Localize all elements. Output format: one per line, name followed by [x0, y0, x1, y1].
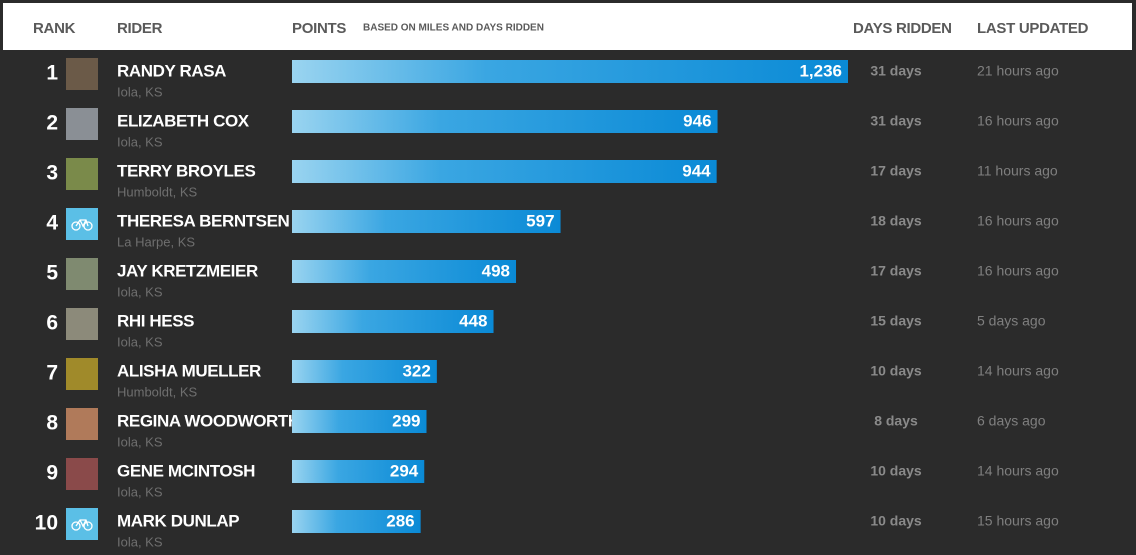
rider-name[interactable]: MARK DUNLAP — [117, 511, 240, 530]
bike-icon — [71, 221, 81, 231]
days-ridden: 10 days — [870, 513, 922, 529]
bike-icon — [71, 521, 81, 531]
rank: 1 — [46, 62, 58, 85]
rider-name[interactable]: TERRY BROYLES — [117, 161, 256, 180]
rider-location: Iola, KS — [117, 534, 163, 549]
days-ridden: 18 days — [870, 213, 922, 229]
points-bar — [292, 260, 517, 283]
points-label: 286 — [386, 511, 414, 530]
last-updated: 6 days ago — [977, 413, 1046, 429]
days-ridden: 10 days — [870, 463, 922, 479]
rider-name[interactable]: GENE MCINTOSH — [117, 461, 256, 480]
points-label: 448 — [459, 311, 487, 330]
rank: 9 — [46, 462, 58, 485]
points-bar — [292, 360, 437, 383]
avatar[interactable] — [66, 108, 98, 140]
points-bar — [292, 310, 494, 333]
rider-location: Humboldt, KS — [117, 384, 198, 399]
rank: 3 — [46, 162, 58, 185]
days-ridden: 17 days — [870, 163, 922, 179]
days-ridden: 10 days — [870, 363, 922, 379]
avatar[interactable] — [66, 158, 98, 190]
last-updated: 11 hours ago — [977, 163, 1058, 179]
avatar[interactable] — [66, 408, 98, 440]
rank: 10 — [35, 512, 58, 535]
rider-location: Iola, KS — [117, 134, 163, 149]
last-updated: 14 hours ago — [977, 463, 1059, 479]
rider-location: Iola, KS — [117, 334, 163, 349]
avatar[interactable] — [66, 308, 98, 340]
points-bar — [292, 460, 425, 483]
days-ridden: 31 days — [870, 63, 922, 79]
points-label: 322 — [402, 361, 430, 380]
rank: 7 — [46, 362, 58, 385]
last-updated: 14 hours ago — [977, 363, 1059, 379]
rider-name[interactable]: ELIZABETH COX — [117, 111, 250, 130]
days-ridden: 15 days — [870, 313, 922, 329]
bike-icon — [83, 521, 93, 531]
points-label: 944 — [682, 161, 711, 180]
days-header[interactable]: DAYS RIDDEN — [853, 20, 952, 37]
days-ridden: 31 days — [870, 113, 922, 129]
rows: 1 RANDY RASA Iola, KS 1,236 31 days 21 hours … — [35, 58, 1059, 549]
rider-location: Iola, KS — [117, 284, 163, 299]
points-header[interactable]: POINTS — [292, 20, 347, 37]
bike-icon — [75, 219, 89, 228]
bike-icon — [75, 519, 89, 528]
points-note: BASED ON MILES AND DAYS RIDDEN — [363, 23, 544, 34]
header-bar — [3, 3, 1132, 50]
last-updated: 16 hours ago — [977, 263, 1059, 279]
avatar[interactable] — [66, 258, 98, 290]
rider-header[interactable]: RIDER — [117, 20, 163, 37]
points-label: 498 — [482, 261, 510, 280]
avatar[interactable] — [66, 458, 98, 490]
days-ridden: 17 days — [870, 263, 922, 279]
rank: 5 — [46, 262, 58, 285]
last-updated: 16 hours ago — [977, 113, 1059, 129]
rider-name[interactable]: RANDY RASA — [117, 61, 227, 80]
rider-name[interactable]: ALISHA MUELLER — [117, 361, 261, 380]
rider-name[interactable]: JAY KRETZMEIER — [117, 261, 258, 280]
rider-name[interactable]: RHI HESS — [117, 311, 195, 330]
rank-header[interactable]: RANK — [33, 20, 76, 37]
rank: 4 — [46, 212, 58, 235]
points-label: 1,236 — [799, 61, 842, 80]
rank: 2 — [46, 112, 58, 135]
rank: 8 — [46, 412, 58, 435]
updated-header[interactable]: LAST UPDATED — [977, 20, 1089, 37]
rider-location: La Harpe, KS — [117, 234, 195, 249]
points-bar — [292, 110, 718, 133]
rank: 6 — [46, 312, 58, 335]
points-label: 597 — [526, 211, 554, 230]
points-label: 946 — [683, 111, 711, 130]
days-ridden: 8 days — [874, 413, 918, 429]
last-updated: 21 hours ago — [977, 63, 1059, 79]
rider-location: Iola, KS — [117, 484, 163, 499]
points-label: 299 — [392, 411, 420, 430]
avatar[interactable] — [66, 358, 98, 390]
last-updated: 16 hours ago — [977, 213, 1059, 229]
points-bar — [292, 60, 848, 83]
points-label: 294 — [390, 461, 419, 480]
rider-location: Humboldt, KS — [117, 184, 198, 199]
points-bar — [292, 160, 717, 183]
rider-name[interactable]: REGINA WOODWORTH — [117, 411, 300, 430]
points-bar — [292, 410, 427, 433]
rider-name[interactable]: THERESA BERNTSEN — [117, 211, 290, 230]
points-bar — [292, 210, 561, 233]
bike-icon — [83, 221, 93, 231]
avatar[interactable] — [66, 58, 98, 90]
rider-location: Iola, KS — [117, 434, 163, 449]
points-bar — [292, 510, 421, 533]
last-updated: 5 days ago — [977, 313, 1046, 329]
last-updated: 15 hours ago — [977, 513, 1059, 529]
rider-location: Iola, KS — [117, 84, 163, 99]
